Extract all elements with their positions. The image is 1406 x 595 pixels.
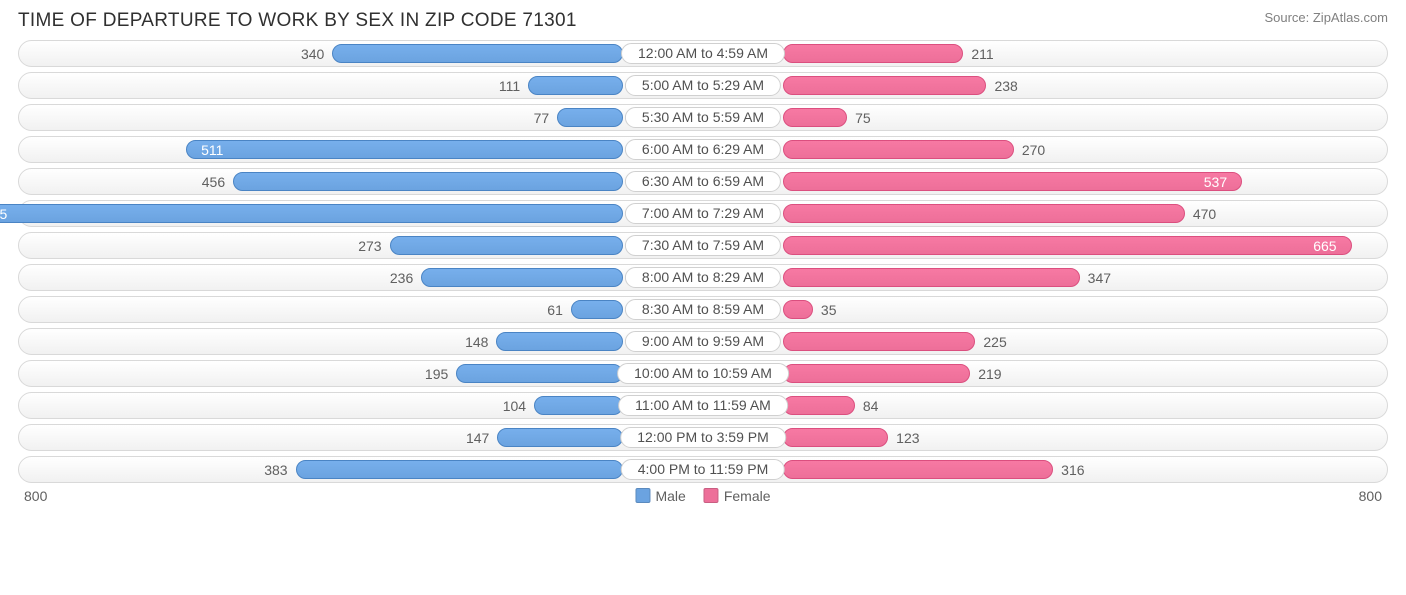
male-value: 61: [547, 297, 571, 322]
female-bar: [783, 396, 855, 415]
chart-row: 148 225 9:00 AM to 9:59 AM: [18, 328, 1388, 355]
female-value: 211: [963, 41, 993, 66]
chart-row: 147 123 12:00 PM to 3:59 PM: [18, 424, 1388, 451]
male-bar: [233, 172, 623, 191]
male-bar: [571, 300, 623, 319]
category-label: 7:30 AM to 7:59 AM: [625, 235, 781, 256]
category-label: 7:00 AM to 7:29 AM: [625, 203, 781, 224]
chart-row: 7654707:00 AM to 7:29 AM: [18, 200, 1388, 227]
male-bar: [497, 428, 623, 447]
male-bar: 511: [186, 140, 623, 159]
axis-max-left: 800: [24, 488, 47, 504]
male-swatch-icon: [635, 488, 650, 503]
male-bar: [421, 268, 623, 287]
female-value: 123: [888, 425, 919, 450]
category-label: 10:00 AM to 10:59 AM: [617, 363, 789, 384]
category-label: 6:00 AM to 6:29 AM: [625, 139, 781, 160]
female-bar: [783, 268, 1080, 287]
female-value: 84: [855, 393, 879, 418]
header: TIME OF DEPARTURE TO WORK BY SEX IN ZIP …: [18, 10, 1388, 32]
chart-row: 236 347 8:00 AM to 8:29 AM: [18, 264, 1388, 291]
female-value: 316: [1053, 457, 1084, 482]
female-bar: [783, 44, 963, 63]
female-bar: [783, 428, 888, 447]
chart-row: 511 270 6:00 AM to 6:29 AM: [18, 136, 1388, 163]
male-value: 340: [301, 41, 332, 66]
female-bar: 537: [783, 172, 1242, 191]
female-bar: [783, 108, 847, 127]
legend-male-label: Male: [655, 488, 685, 504]
female-value: 75: [847, 105, 871, 130]
male-bar: [332, 44, 623, 63]
female-value: 665: [1305, 237, 1344, 254]
female-bar: [783, 300, 813, 319]
chart-row: 456 537 6:30 AM to 6:59 AM: [18, 168, 1388, 195]
female-bar: 665: [783, 236, 1352, 255]
chart-title: TIME OF DEPARTURE TO WORK BY SEX IN ZIP …: [18, 10, 577, 32]
category-label: 8:30 AM to 8:59 AM: [625, 299, 781, 320]
legend: Male Female: [635, 488, 770, 504]
female-value: 225: [975, 329, 1006, 354]
female-value: 35: [813, 297, 837, 322]
male-value: 456: [202, 169, 233, 194]
chart-row: 61 35 8:30 AM to 8:59 AM: [18, 296, 1388, 323]
female-swatch-icon: [704, 488, 719, 503]
male-value: 111: [499, 73, 528, 98]
male-bar: 765: [0, 204, 623, 223]
female-bar: [783, 364, 970, 383]
source-label: Source: ZipAtlas.com: [1264, 10, 1388, 25]
female-bar: [783, 332, 975, 351]
chart-row: 111 238 5:00 AM to 5:29 AM: [18, 72, 1388, 99]
category-label: 6:30 AM to 6:59 AM: [625, 171, 781, 192]
female-value: 470: [1185, 201, 1216, 226]
category-label: 12:00 AM to 4:59 AM: [621, 43, 785, 64]
legend-female-label: Female: [724, 488, 771, 504]
legend-female: Female: [704, 488, 771, 504]
female-value: 238: [986, 73, 1017, 98]
male-bar: [296, 460, 623, 479]
male-value: 104: [503, 393, 534, 418]
female-value: 219: [970, 361, 1001, 386]
male-value: 765: [0, 205, 15, 222]
category-label: 4:00 PM to 11:59 PM: [621, 459, 785, 480]
male-value: 195: [425, 361, 456, 386]
category-label: 12:00 PM to 3:59 PM: [620, 427, 786, 448]
female-value: 347: [1080, 265, 1111, 290]
male-value: 383: [264, 457, 295, 482]
legend-male: Male: [635, 488, 685, 504]
axis-max-right: 800: [1359, 488, 1382, 504]
category-label: 11:00 AM to 11:59 AM: [618, 395, 788, 416]
male-bar: [557, 108, 623, 127]
male-value: 77: [534, 105, 558, 130]
chart-row: 77 75 5:30 AM to 5:59 AM: [18, 104, 1388, 131]
chart-row: 195 219 10:00 AM to 10:59 AM: [18, 360, 1388, 387]
category-label: 5:30 AM to 5:59 AM: [625, 107, 781, 128]
category-label: 5:00 AM to 5:29 AM: [625, 75, 781, 96]
chart-row: 340 211 12:00 AM to 4:59 AM: [18, 40, 1388, 67]
diverging-bar-chart: 340 211 12:00 AM to 4:59 AM 111 238 5:00 AM t…: [18, 40, 1388, 483]
male-value: 511: [193, 141, 231, 158]
male-bar: [456, 364, 623, 383]
category-label: 8:00 AM to 8:29 AM: [625, 267, 781, 288]
male-value: 148: [465, 329, 496, 354]
chart-row: 383 316 4:00 PM to 11:59 PM: [18, 456, 1388, 483]
male-bar: [528, 76, 623, 95]
female-bar: [783, 140, 1014, 159]
category-label: 9:00 AM to 9:59 AM: [625, 331, 781, 352]
chart-row: 104 84 11:00 AM to 11:59 AM: [18, 392, 1388, 419]
female-bar: [783, 76, 986, 95]
axis-row: 800 Male Female 800: [18, 488, 1388, 510]
male-bar: [534, 396, 623, 415]
male-value: 236: [390, 265, 421, 290]
female-bar: [783, 460, 1053, 479]
male-value: 273: [358, 233, 389, 258]
male-value: 147: [466, 425, 497, 450]
female-value: 270: [1014, 137, 1045, 162]
chart-row: 273 665 7:30 AM to 7:59 AM: [18, 232, 1388, 259]
female-value: 537: [1196, 173, 1235, 190]
male-bar: [390, 236, 623, 255]
male-bar: [496, 332, 623, 351]
female-bar: [783, 204, 1185, 223]
